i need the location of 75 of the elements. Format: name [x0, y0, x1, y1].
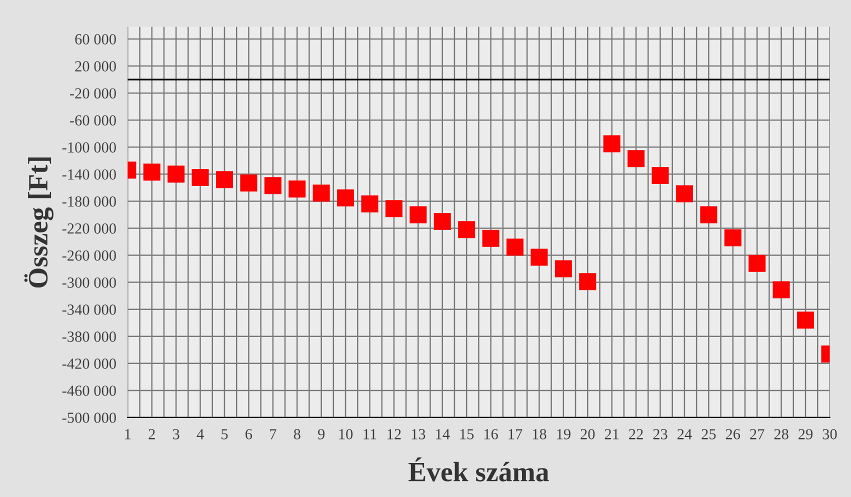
point	[748, 254, 766, 272]
point	[288, 180, 306, 198]
point	[240, 174, 258, 192]
x-tick-label: 26	[726, 429, 740, 440]
point	[361, 195, 378, 212]
x-tick-label: 4	[196, 429, 204, 440]
x-tick-label: 8	[294, 429, 300, 440]
x-tick-label: 9	[318, 429, 325, 440]
x-tick-label: 1	[125, 429, 131, 440]
x-tick-label: 2	[148, 429, 155, 440]
x-tick-label: 29	[798, 429, 813, 440]
point	[652, 167, 669, 184]
point	[700, 206, 718, 224]
y-tick-label: -460 000	[62, 386, 116, 396]
y-axis-title: Összeg [Ft]	[24, 158, 54, 288]
point	[579, 273, 596, 290]
x-axis-title: Évek száma	[408, 457, 549, 482]
x-tick-label: 3	[172, 429, 180, 440]
point	[554, 260, 572, 278]
point	[628, 150, 645, 168]
y-tick-label: 60 000	[75, 34, 116, 44]
point	[797, 312, 814, 329]
y-tick-label: -300 000	[62, 277, 116, 288]
y-tick-label: -20 000	[70, 88, 116, 99]
y-tick-label: -60 000	[70, 115, 116, 126]
point	[530, 248, 548, 266]
point	[168, 166, 185, 183]
x-tick-label: 21	[604, 429, 619, 440]
point	[676, 185, 693, 202]
y-tick-label: 20 000	[75, 61, 116, 72]
y-tick-label: -340 000	[62, 304, 116, 315]
x-tick-label: 23	[653, 429, 668, 440]
x-tick-label: 16	[484, 429, 498, 440]
x-tick-label: 17	[508, 429, 522, 440]
x-tick-label: 7	[270, 429, 276, 440]
x-tick-label: 12	[388, 429, 401, 440]
y-tick-label: -100 000	[62, 142, 116, 153]
point	[337, 189, 354, 206]
x-tick-label: 20	[580, 429, 595, 440]
x-tick-label: 22	[629, 429, 643, 440]
point	[603, 135, 620, 152]
point	[143, 164, 160, 181]
x-tick-label: 30	[822, 429, 837, 440]
x-tick-label: 28	[774, 429, 788, 440]
point	[385, 200, 402, 218]
x-tick-label: 13	[412, 429, 426, 440]
x-tick-label: 19	[557, 429, 570, 440]
x-tick-label: 10	[339, 429, 353, 440]
y-tick-label: -180 000	[62, 196, 116, 207]
point	[458, 221, 476, 238]
x-tick-label: 14	[436, 429, 450, 440]
point	[264, 177, 282, 194]
point	[216, 171, 233, 188]
y-tick-label: -260 000	[62, 250, 116, 261]
x-tick-label: 24	[678, 429, 692, 440]
y-tick-label: -140 000	[62, 169, 116, 180]
x-tick-label: 27	[750, 429, 764, 440]
point	[482, 230, 500, 247]
point	[410, 206, 427, 224]
x-tick-label: 11	[364, 429, 376, 440]
x-tick-label: 18	[532, 429, 546, 440]
point	[772, 281, 790, 298]
y-tick-label: -420 000	[62, 358, 116, 369]
point	[312, 184, 330, 202]
y-tick-label: -380 000	[62, 332, 116, 342]
x-tick-label: 25	[702, 429, 716, 440]
x-tick-label: 15	[460, 429, 474, 440]
point	[506, 238, 524, 256]
x-tick-label: 5	[222, 429, 228, 440]
y-tick-label: -500 000	[62, 412, 116, 423]
y-tick-label: -220 000	[62, 223, 116, 234]
point	[724, 229, 742, 246]
point	[434, 212, 451, 230]
x-tick-label: 6	[246, 429, 252, 440]
point	[192, 169, 209, 186]
